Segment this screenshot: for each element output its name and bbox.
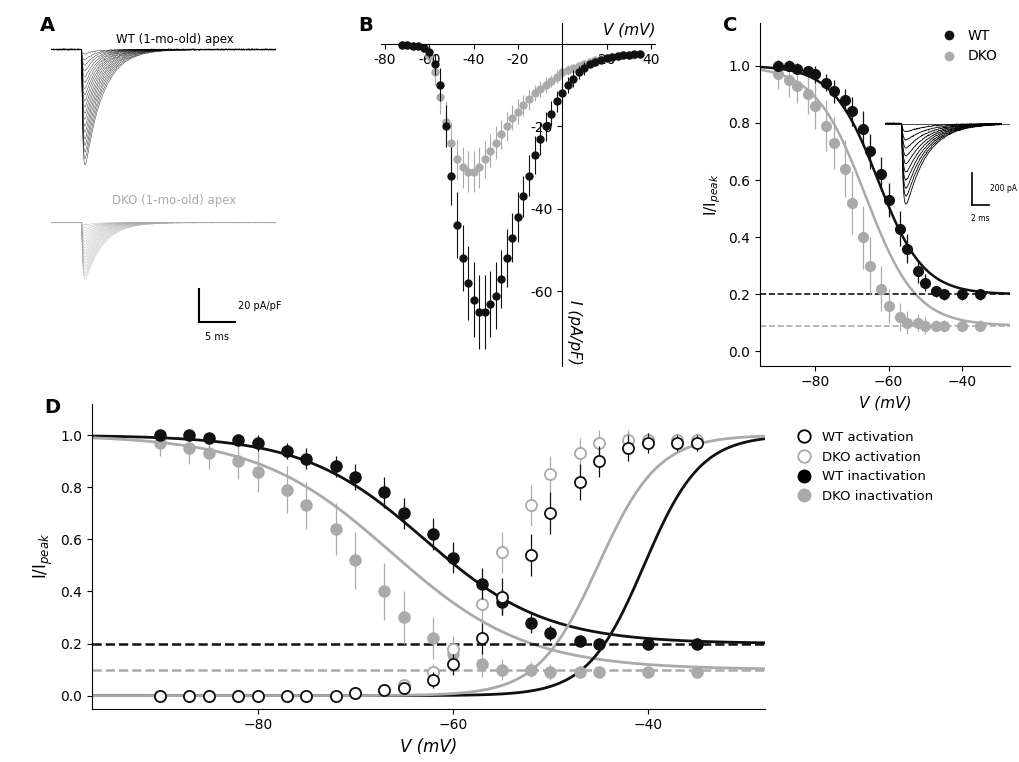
Text: V (mV): V (mV) (602, 22, 654, 37)
Legend: WT, DKO: WT, DKO (929, 23, 1002, 69)
Text: 20 pA/pF: 20 pA/pF (237, 301, 281, 311)
Text: D: D (45, 398, 61, 417)
Text: C: C (721, 16, 737, 35)
Text: 5 ms: 5 ms (205, 332, 228, 342)
Y-axis label: I/I$_{peak}$: I/I$_{peak}$ (32, 533, 54, 579)
X-axis label: V (mV): V (mV) (858, 395, 910, 410)
Text: WT (1-mo-old) apex: WT (1-mo-old) apex (115, 34, 233, 46)
Text: I (pA/pF): I (pA/pF) (567, 300, 581, 365)
Text: DKO (1-mo-old) apex: DKO (1-mo-old) apex (112, 194, 236, 207)
Legend: WT activation, DKO activation, WT inactivation, DKO inactivation: WT activation, DKO activation, WT inacti… (785, 426, 937, 508)
X-axis label: V (mV): V (mV) (399, 738, 457, 756)
Text: B: B (359, 16, 373, 35)
Text: A: A (40, 16, 55, 35)
Y-axis label: I/I$_{peak}$: I/I$_{peak}$ (701, 173, 722, 216)
